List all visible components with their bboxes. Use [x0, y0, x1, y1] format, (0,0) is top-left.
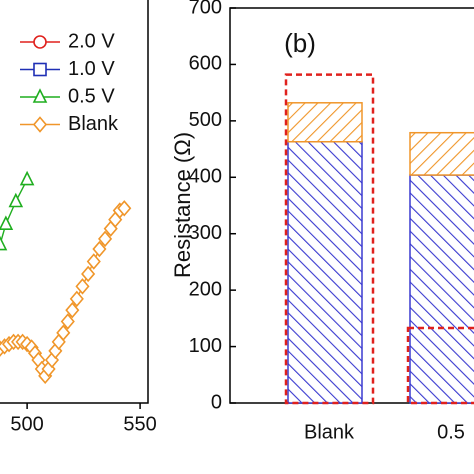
- marker: [117, 200, 132, 217]
- y-tick-label: 600: [189, 53, 222, 75]
- panel-label: (b): [284, 28, 316, 58]
- marker: [69, 290, 84, 308]
- x-tick-label: Blank: [304, 421, 355, 443]
- axis-frame: [0, 0, 149, 404]
- y-axis-label: Resistance (Ω): [170, 132, 195, 278]
- dashed-box: [406, 326, 474, 405]
- x-tick-label: 500: [10, 413, 43, 435]
- marker: [98, 230, 113, 248]
- bar-segment: [287, 140, 363, 404]
- y-tick-label: 0: [211, 391, 222, 413]
- marker: [33, 62, 47, 77]
- y-tick-label: 100: [189, 335, 222, 357]
- bar-segment: [409, 131, 474, 176]
- marker: [8, 192, 24, 208]
- marker: [32, 88, 48, 103]
- y-tick-label: 400: [189, 166, 222, 188]
- legend-label: 1.0 V: [68, 58, 115, 80]
- legend-label: 0.5 V: [68, 85, 115, 107]
- marker: [81, 265, 96, 283]
- marker: [60, 313, 75, 330]
- legend-label: 2.0 V: [68, 30, 115, 52]
- plot-area: [0, 170, 132, 385]
- y-tick-label: 200: [189, 278, 222, 300]
- marker: [33, 35, 47, 49]
- x-tick-label: 0.5: [437, 421, 465, 443]
- marker: [75, 278, 90, 295]
- dashed-box: [284, 73, 375, 405]
- marker: [86, 253, 101, 270]
- marker: [65, 301, 80, 319]
- series-line: [0, 179, 28, 245]
- marker: [56, 324, 71, 342]
- marker: [92, 240, 107, 258]
- marker: [0, 215, 14, 230]
- legend-label: Blank: [68, 113, 119, 135]
- x-tick-label: 550: [123, 413, 156, 435]
- marker: [0, 235, 8, 251]
- y-tick-label: 300: [189, 222, 222, 244]
- bar-segment: [409, 174, 474, 404]
- marker: [32, 116, 48, 133]
- bar-segment: [287, 102, 363, 143]
- y-tick-label: 700: [189, 0, 222, 18]
- y-tick-label: 500: [189, 109, 222, 131]
- marker: [19, 170, 35, 186]
